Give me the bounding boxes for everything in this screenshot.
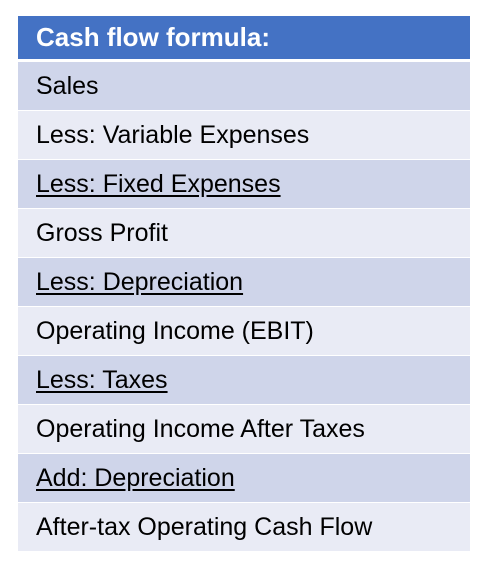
row-label: Less: Taxes	[36, 365, 168, 394]
table-row-add-depreciation: Add: Depreciation	[18, 454, 470, 503]
table-header: Cash flow formula:	[18, 16, 470, 62]
row-label: Less: Depreciation	[36, 267, 244, 296]
table-row-ebit: Operating Income (EBIT)	[18, 307, 470, 356]
table-row-sales: Sales	[18, 62, 470, 111]
table-row-variable-expenses: Less: Variable Expenses	[18, 111, 470, 160]
row-label: Less: Fixed Expenses	[36, 169, 281, 198]
row-label: Add: Depreciation	[36, 463, 235, 492]
row-label: Less: Variable Expenses	[36, 120, 310, 149]
table-row-gross-profit: Gross Profit	[18, 209, 470, 258]
row-label: After-tax Operating Cash Flow	[36, 512, 373, 541]
table-row-less-depreciation: Less: Depreciation	[18, 258, 470, 307]
row-label: Operating Income After Taxes	[36, 414, 365, 443]
cash-flow-table: Cash flow formula: Sales Less: Variable …	[18, 16, 470, 552]
table-row-operating-cash-flow: After-tax Operating Cash Flow	[18, 503, 470, 552]
row-label: Operating Income (EBIT)	[36, 316, 314, 345]
table-row-taxes: Less: Taxes	[18, 356, 470, 405]
row-label: Gross Profit	[36, 218, 168, 247]
row-label: Sales	[36, 71, 99, 100]
table-row-fixed-expenses: Less: Fixed Expenses	[18, 160, 470, 209]
table-title: Cash flow formula:	[36, 22, 271, 52]
table-row-income-after-taxes: Operating Income After Taxes	[18, 405, 470, 454]
